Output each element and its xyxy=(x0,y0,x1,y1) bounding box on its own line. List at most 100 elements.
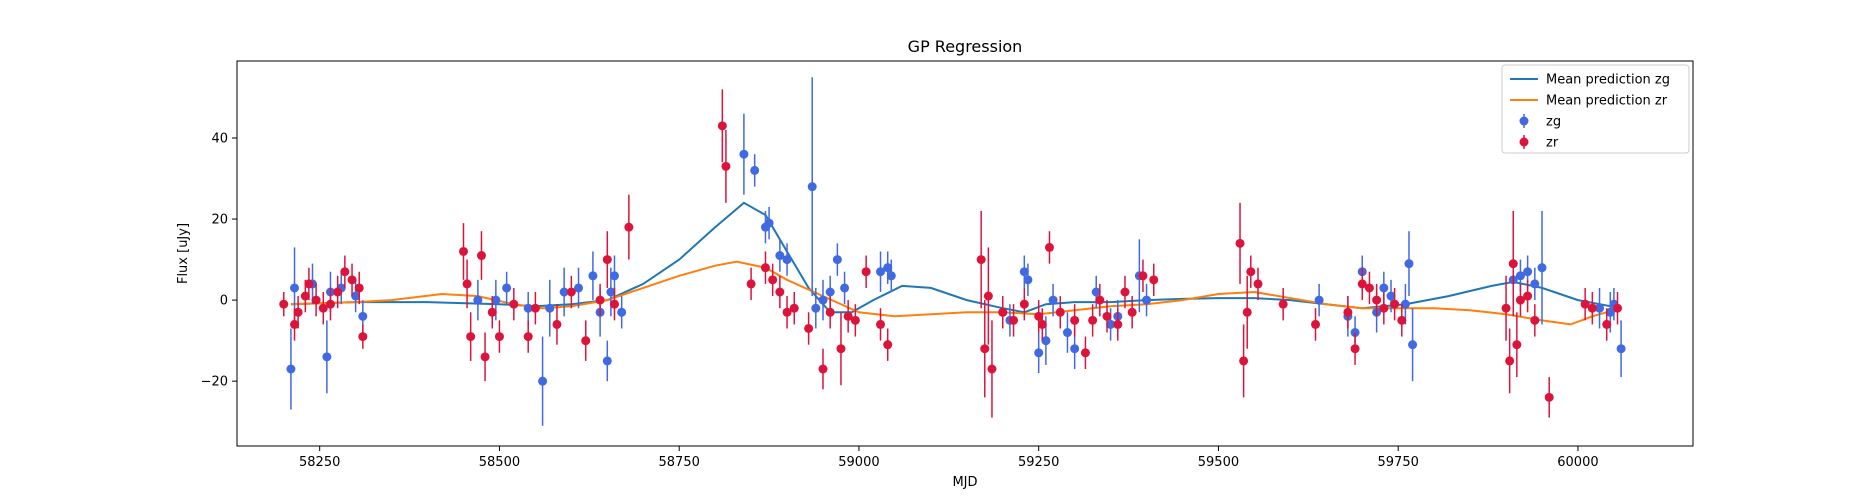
zr-point xyxy=(325,299,335,309)
zr-point xyxy=(1544,392,1554,402)
zr-point xyxy=(1055,307,1065,317)
zr-point xyxy=(358,332,368,342)
zg-point xyxy=(1616,344,1626,354)
zr-point xyxy=(1512,340,1522,350)
zr-point xyxy=(1372,295,1382,305)
zg-point xyxy=(502,283,512,293)
zr-point xyxy=(340,267,350,277)
x-tick-label: 59500 xyxy=(1198,455,1239,470)
zr-point xyxy=(1530,315,1540,325)
zr-point xyxy=(1149,275,1159,285)
zg-point xyxy=(832,255,842,265)
x-tick-label: 58750 xyxy=(659,455,700,470)
zg-point xyxy=(588,271,598,281)
zr-point xyxy=(987,364,997,374)
zg-point xyxy=(1379,283,1389,293)
zr-point xyxy=(1587,303,1597,313)
zg-point xyxy=(1515,271,1525,281)
zg-point xyxy=(559,287,569,297)
zg-point xyxy=(1062,328,1072,338)
zg-point xyxy=(1386,291,1396,301)
zr-point xyxy=(1253,279,1263,289)
zr-point xyxy=(1508,259,1518,269)
zr-point xyxy=(1357,279,1367,289)
zr-point xyxy=(1080,348,1090,358)
zr-point xyxy=(760,263,770,273)
zg-point xyxy=(606,287,616,297)
zr-point xyxy=(304,279,314,289)
zr-point xyxy=(1278,299,1288,309)
zg-point xyxy=(883,263,893,273)
zr-point xyxy=(1102,311,1112,321)
zr-point xyxy=(1095,295,1105,305)
zg-point xyxy=(617,307,627,317)
legend-marker-swatch xyxy=(1519,137,1529,147)
x-tick-label: 58250 xyxy=(299,455,340,470)
zr-point xyxy=(876,319,886,329)
zr-point xyxy=(1088,315,1098,325)
zg-point xyxy=(739,149,749,159)
zr-point xyxy=(883,340,893,350)
zr-point xyxy=(1019,299,1029,309)
legend-label: zg xyxy=(1546,115,1561,130)
zr-point xyxy=(1364,283,1374,293)
y-tick-label: 20 xyxy=(211,213,228,228)
zr-point xyxy=(333,287,343,297)
zr-point xyxy=(318,303,328,313)
zg-point xyxy=(807,182,817,192)
chart-title: GP Regression xyxy=(908,37,1023,56)
zr-point xyxy=(595,295,605,305)
zg-point xyxy=(811,303,821,313)
zr-point xyxy=(458,246,468,256)
zr-point xyxy=(775,287,785,297)
zr-point xyxy=(717,121,727,131)
y-tick-label: 0 xyxy=(220,294,228,309)
x-tick-label: 59750 xyxy=(1378,455,1419,470)
zg-point xyxy=(1530,279,1540,289)
x-axis-label: MJD xyxy=(952,475,977,490)
x-axis: 58250 58500 58750 59000 59250 59500 59750 60000 xyxy=(299,446,1599,470)
zr-point xyxy=(1246,267,1256,277)
zr-point xyxy=(609,299,619,309)
zr-point xyxy=(782,307,792,317)
zr-point xyxy=(566,287,576,297)
zr-point xyxy=(624,222,634,232)
zr-point xyxy=(1350,344,1360,354)
x-tick-label: 59000 xyxy=(838,455,879,470)
zg-point xyxy=(782,255,792,265)
y-axis: −20 0 20 40 xyxy=(201,132,237,390)
zr-point xyxy=(293,307,303,317)
zr-point xyxy=(509,299,519,309)
zg-point xyxy=(1314,295,1324,305)
zr-point xyxy=(998,307,1008,317)
zr-point xyxy=(487,307,497,317)
x-tick-label: 58500 xyxy=(479,455,520,470)
zg-point xyxy=(1408,340,1418,350)
zr-point xyxy=(1501,303,1511,313)
zr-point xyxy=(983,291,993,301)
zg-point xyxy=(1023,275,1033,285)
plot-frame xyxy=(236,60,1694,447)
zr-point xyxy=(480,352,490,362)
zr-point xyxy=(581,336,591,346)
zr-point xyxy=(1379,303,1389,313)
zg-point xyxy=(1091,287,1101,297)
zr-point xyxy=(1235,238,1245,248)
zr-point xyxy=(494,332,504,342)
zg-point xyxy=(290,283,300,293)
zr-point xyxy=(1242,307,1252,317)
zg-point xyxy=(286,364,296,374)
zr-point xyxy=(530,303,540,313)
zg-point xyxy=(1041,336,1051,346)
zr-point xyxy=(279,299,289,309)
zg-point xyxy=(609,271,619,281)
zg-point xyxy=(322,352,332,362)
zr-point xyxy=(347,275,357,285)
y-axis-label: Flux [uJy] xyxy=(176,223,191,284)
zg-point xyxy=(1523,267,1533,277)
zr-point xyxy=(1613,303,1623,313)
zr-point xyxy=(843,311,853,321)
legend-marker-swatch xyxy=(1519,116,1529,126)
zr-point xyxy=(1311,319,1321,329)
